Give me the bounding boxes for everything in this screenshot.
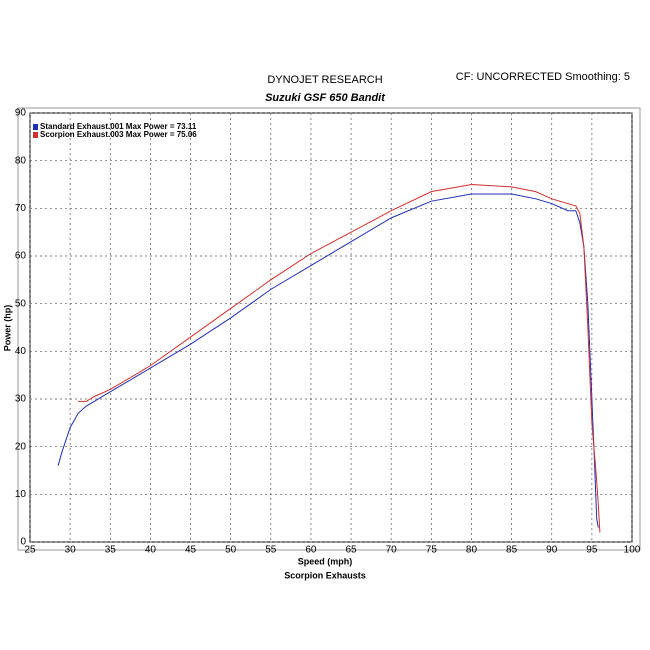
y-tick-label: 60	[15, 251, 27, 262]
y-tick-label: 90	[15, 108, 27, 119]
legend-label: Scorpion Exhaust.003 Max Power = 75.06	[40, 130, 197, 139]
x-axis-label: Speed (mph)	[298, 556, 353, 566]
y-tick-label: 40	[15, 346, 27, 357]
y-tick-label: 70	[15, 203, 27, 214]
series-line	[78, 183, 601, 533]
x-tick-label: 45	[185, 545, 197, 556]
x-tick-label: 30	[65, 545, 77, 556]
x-tick-label: 95	[586, 545, 598, 556]
x-tick-label: 25	[24, 545, 36, 556]
chart-title: Suzuki GSF 650 Bandit	[265, 92, 386, 104]
x-tick-label: 60	[305, 545, 317, 556]
x-tick-label: 50	[225, 545, 237, 556]
x-tick-label: 70	[386, 545, 398, 556]
legend-swatch	[33, 124, 38, 130]
chart-subtitle: Scorpion Exhausts	[284, 570, 366, 580]
x-tick-label: 65	[346, 545, 358, 556]
header-right: CF: UNCORRECTED Smoothing: 5	[456, 71, 630, 83]
x-tick-label: 40	[145, 545, 157, 556]
x-tick-label: 100	[624, 545, 641, 556]
x-tick-label: 90	[546, 545, 558, 556]
plot-area	[29, 112, 633, 543]
y-tick-label: 30	[15, 394, 27, 405]
y-tick-label: 0	[20, 537, 26, 548]
y-tick-label: 20	[15, 441, 27, 452]
x-tick-label: 75	[426, 545, 438, 556]
y-tick-label: 10	[15, 489, 27, 500]
y-tick-label: 80	[15, 155, 27, 166]
legend-label: Standard Exhaust.001 Max Power = 73.11	[40, 122, 197, 131]
y-axis-label: Power (hp)	[2, 305, 12, 352]
x-tick-label: 85	[506, 545, 518, 556]
header-left: DYNOJET RESEARCH	[267, 74, 382, 86]
legend-swatch	[33, 132, 38, 138]
x-tick-label: 35	[105, 545, 117, 556]
y-tick-label: 50	[15, 298, 27, 309]
x-tick-label: 80	[466, 545, 478, 556]
x-tick-label: 55	[265, 545, 277, 556]
